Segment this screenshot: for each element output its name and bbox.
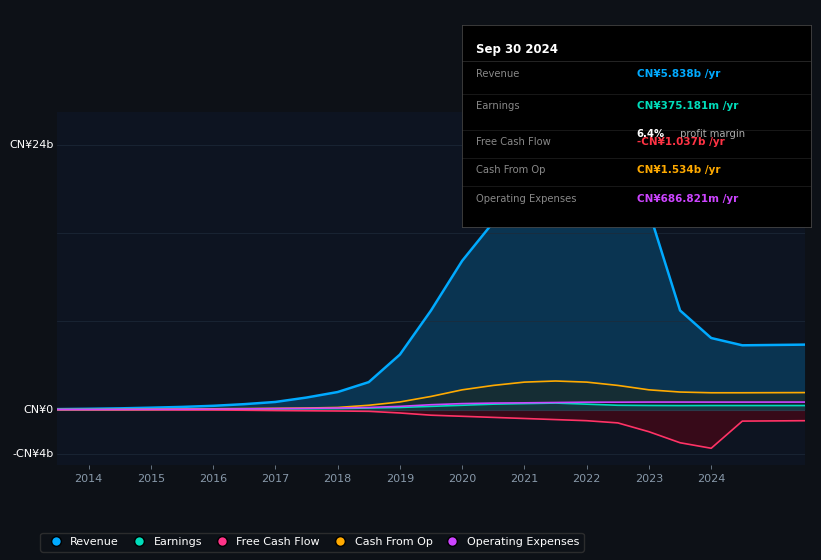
Text: 6.4%: 6.4% [637, 129, 665, 139]
Text: CN¥375.181m /yr: CN¥375.181m /yr [637, 101, 738, 111]
Text: CN¥5.838b /yr: CN¥5.838b /yr [637, 68, 720, 78]
Text: -CN¥4b: -CN¥4b [12, 449, 53, 459]
Legend: Revenue, Earnings, Free Cash Flow, Cash From Op, Operating Expenses: Revenue, Earnings, Free Cash Flow, Cash … [40, 533, 584, 552]
Text: Earnings: Earnings [476, 101, 520, 111]
Text: CN¥686.821m /yr: CN¥686.821m /yr [637, 194, 738, 204]
Text: Revenue: Revenue [476, 68, 520, 78]
Text: Cash From Op: Cash From Op [476, 165, 546, 175]
Text: CN¥1.534b /yr: CN¥1.534b /yr [637, 165, 720, 175]
Text: profit margin: profit margin [677, 129, 745, 139]
Text: CN¥24b: CN¥24b [9, 140, 53, 150]
Text: Free Cash Flow: Free Cash Flow [476, 137, 551, 147]
Text: -CN¥1.037b /yr: -CN¥1.037b /yr [637, 137, 724, 147]
Text: CN¥0: CN¥0 [24, 405, 53, 414]
Text: Operating Expenses: Operating Expenses [476, 194, 576, 204]
Text: Sep 30 2024: Sep 30 2024 [476, 43, 558, 57]
